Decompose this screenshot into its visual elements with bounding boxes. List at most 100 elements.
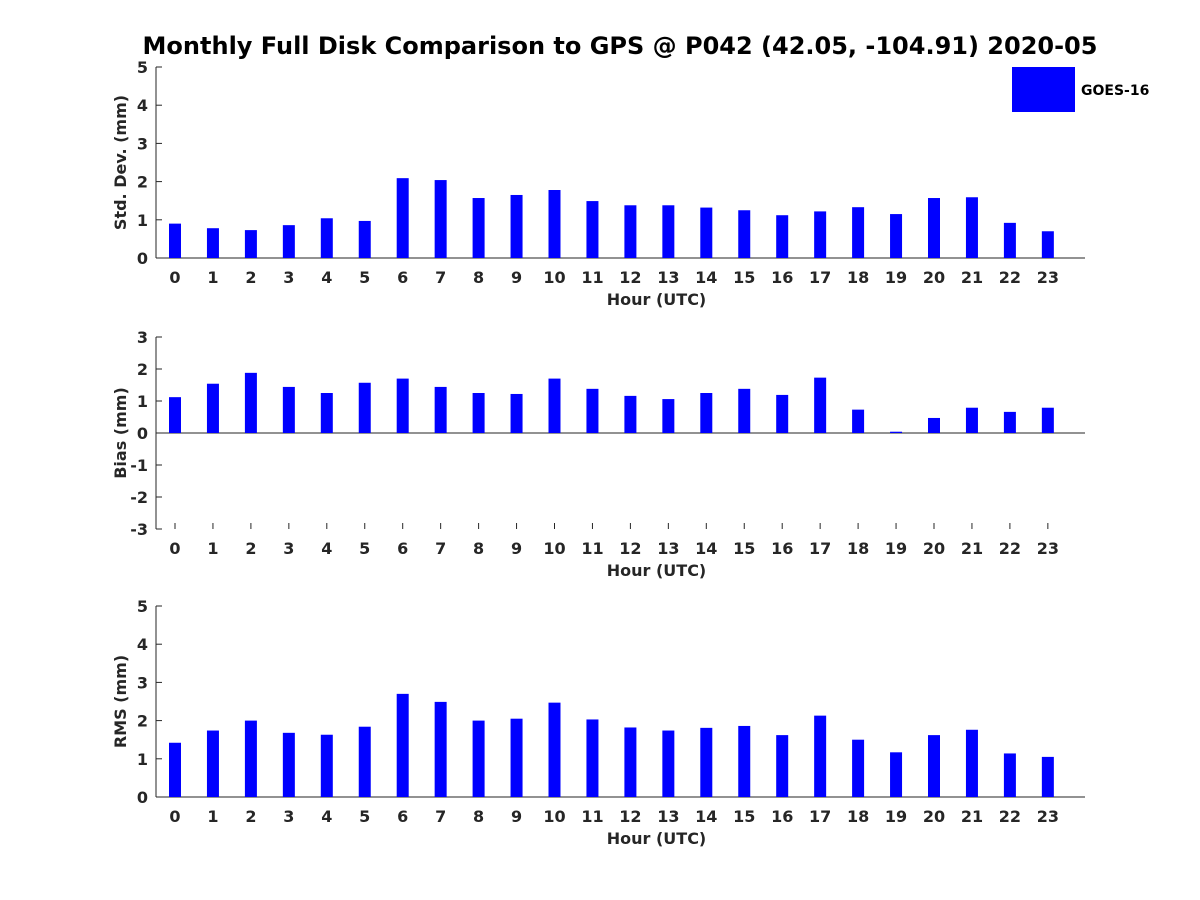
bar-hour-7 [434, 701, 447, 797]
x-tick-label: 4 [321, 539, 332, 558]
bar-hour-6 [396, 178, 409, 258]
x-tick-label: 11 [581, 807, 603, 826]
x-tick-label: 1 [207, 539, 218, 558]
x-axis-label: Hour (UTC) [607, 829, 707, 848]
bar-hour-3 [282, 225, 295, 258]
y-tick-label: -1 [130, 456, 148, 475]
bar-hour-18 [852, 409, 865, 433]
x-tick-label: 21 [961, 807, 983, 826]
x-tick-label: 5 [359, 807, 370, 826]
bar-hour-17 [814, 715, 827, 797]
x-tick-label: 2 [245, 539, 256, 558]
legend-swatch [1012, 67, 1075, 112]
bar-hour-7 [434, 180, 447, 258]
x-tick-label: 4 [321, 268, 332, 287]
bar-hour-8 [472, 198, 485, 258]
x-tick-label: 13 [657, 539, 679, 558]
bar-hour-16 [776, 394, 789, 433]
x-tick-label: 6 [397, 268, 408, 287]
x-tick-label: 23 [1037, 268, 1059, 287]
x-tick-label: 11 [581, 539, 603, 558]
bar-hour-0 [169, 742, 181, 797]
y-tick-label: 3 [137, 134, 148, 153]
bar-hour-15 [738, 725, 751, 797]
x-tick-label: 2 [245, 268, 256, 287]
bar-hour-8 [472, 720, 485, 797]
x-tick-label: 9 [511, 807, 522, 826]
bar-hour-12 [624, 727, 637, 797]
bar-hour-9 [510, 194, 523, 258]
bar-hour-19 [890, 431, 903, 433]
bar-hour-14 [700, 207, 713, 258]
y-tick-label: 2 [137, 173, 148, 192]
bar-hour-20 [928, 735, 940, 797]
x-tick-label: 16 [771, 539, 793, 558]
y-tick-label: 3 [137, 328, 148, 347]
x-tick-label: 0 [169, 539, 180, 558]
x-tick-label: 19 [885, 807, 907, 826]
x-tick-label: 9 [511, 268, 522, 287]
x-tick-label: 18 [847, 539, 869, 558]
x-tick-label: 20 [923, 807, 945, 826]
bar-hour-9 [510, 718, 523, 797]
y-axis-label: Std. Dev. (mm) [111, 95, 130, 230]
bar-hour-15 [738, 388, 751, 433]
x-tick-label: 18 [847, 807, 869, 826]
bar-hour-13 [662, 399, 675, 433]
bar-hour-21 [965, 729, 978, 797]
bar-hour-20 [928, 198, 940, 258]
chart-title: Monthly Full Disk Comparison to GPS @ P0… [143, 32, 1098, 60]
x-tick-label: 12 [619, 539, 641, 558]
x-tick-label: 6 [397, 539, 408, 558]
bar-hour-3 [282, 732, 295, 797]
bar-hour-5 [358, 382, 371, 433]
y-tick-label: 1 [137, 392, 148, 411]
x-tick-label: 14 [695, 807, 717, 826]
bar-hour-22 [1003, 222, 1016, 258]
x-tick-label: 12 [619, 268, 641, 287]
bar-hour-16 [776, 215, 789, 258]
x-tick-label: 0 [169, 268, 180, 287]
x-tick-label: 14 [695, 268, 717, 287]
x-tick-label: 8 [473, 539, 484, 558]
x-tick-label: 19 [885, 268, 907, 287]
x-tick-label: 14 [695, 539, 717, 558]
x-tick-label: 17 [809, 539, 831, 558]
x-axis-label: Hour (UTC) [607, 290, 707, 309]
y-tick-label: 2 [137, 360, 148, 379]
x-tick-label: 16 [771, 268, 793, 287]
legend-label: GOES-16 [1081, 83, 1149, 99]
x-tick-label: 20 [923, 539, 945, 558]
x-tick-label: 5 [359, 539, 370, 558]
x-tick-label: 10 [543, 807, 565, 826]
bar-hour-18 [852, 739, 865, 797]
x-tick-label: 12 [619, 807, 641, 826]
x-tick-label: 22 [999, 539, 1021, 558]
x-tick-label: 0 [169, 807, 180, 826]
bar-hour-14 [700, 393, 713, 433]
y-tick-label: -2 [130, 488, 148, 507]
bar-hour-2 [244, 372, 257, 433]
x-tick-label: 13 [657, 807, 679, 826]
x-tick-label: 15 [733, 539, 755, 558]
x-tick-label: 1 [207, 268, 218, 287]
bar-hour-11 [586, 201, 599, 258]
bar-hour-17 [814, 377, 827, 433]
bar-hour-4 [320, 393, 333, 433]
bar-hour-20 [928, 417, 940, 433]
x-tick-label: 15 [733, 807, 755, 826]
bar-hour-6 [396, 378, 409, 433]
x-tick-label: 18 [847, 268, 869, 287]
bar-hour-1 [206, 730, 219, 797]
x-tick-label: 9 [511, 539, 522, 558]
bar-hour-23 [1041, 756, 1054, 797]
bar-hour-8 [472, 393, 485, 433]
x-tick-label: 10 [543, 539, 565, 558]
y-tick-label: 5 [137, 58, 148, 77]
bar-hour-10 [548, 190, 561, 258]
bar-hour-18 [852, 207, 865, 258]
x-tick-label: 1 [207, 807, 218, 826]
bar-hour-12 [624, 205, 637, 258]
bar-hour-21 [965, 407, 978, 433]
